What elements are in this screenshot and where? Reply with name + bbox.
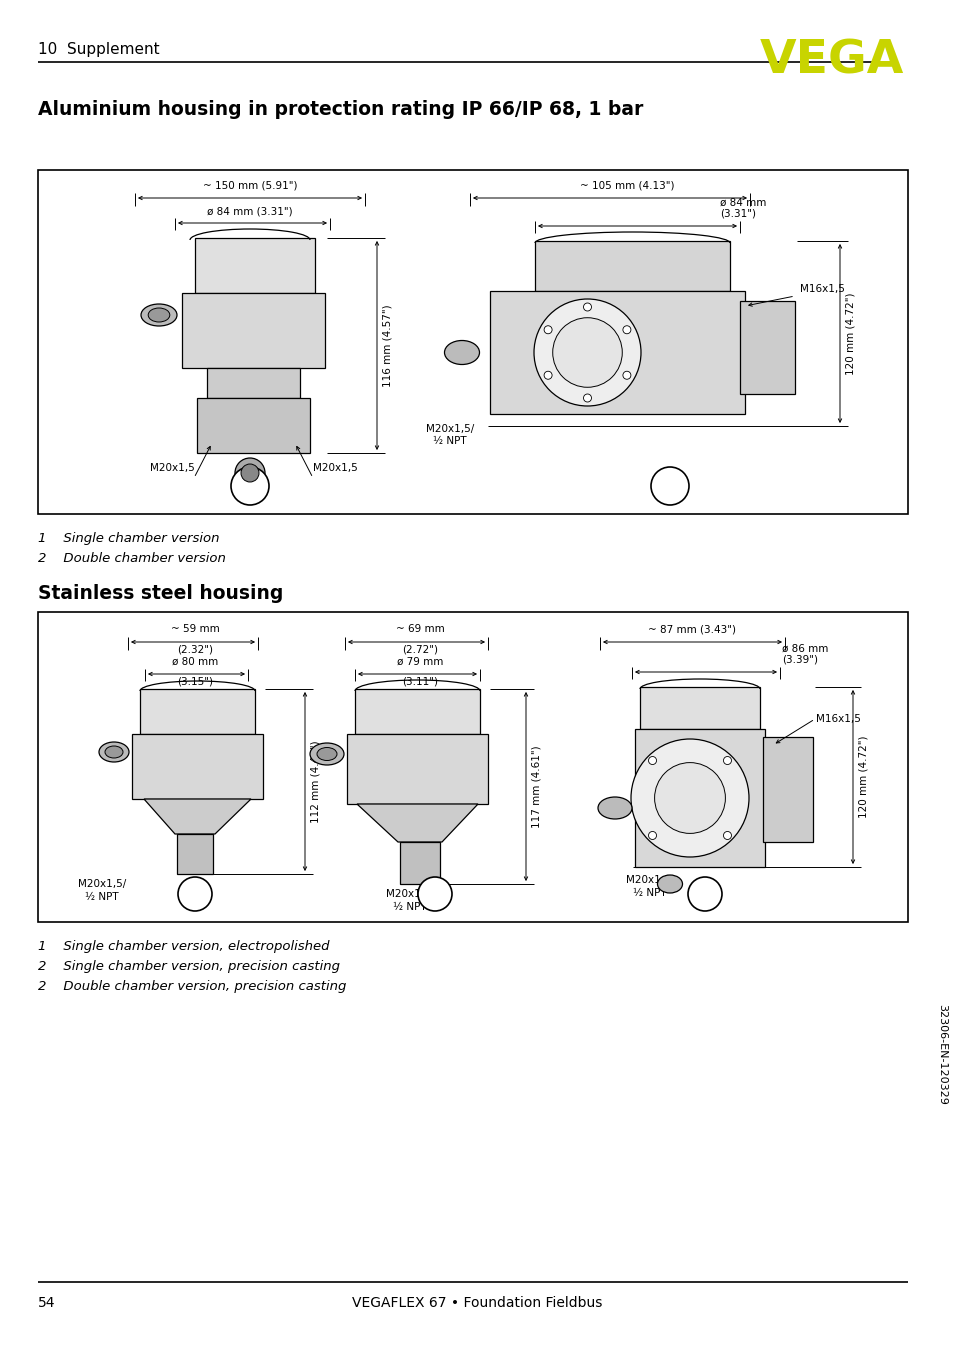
Text: 2    Double chamber version: 2 Double chamber version bbox=[38, 552, 226, 565]
Text: 3: 3 bbox=[699, 887, 710, 902]
Ellipse shape bbox=[141, 305, 177, 326]
Text: Aluminium housing in protection rating IP 66/IP 68, 1 bar: Aluminium housing in protection rating I… bbox=[38, 100, 642, 119]
Text: 32306-EN-120329: 32306-EN-120329 bbox=[936, 1003, 946, 1105]
Bar bbox=[355, 689, 479, 734]
Text: 120 mm (4.72"): 120 mm (4.72") bbox=[845, 292, 855, 375]
Ellipse shape bbox=[99, 742, 129, 762]
Circle shape bbox=[648, 831, 656, 839]
Bar bbox=[177, 834, 213, 873]
Text: 1: 1 bbox=[244, 477, 255, 496]
Text: ø 84 mm
(3.31"): ø 84 mm (3.31") bbox=[720, 198, 765, 219]
Text: M16x1,5: M16x1,5 bbox=[800, 284, 844, 294]
Circle shape bbox=[543, 371, 552, 379]
Circle shape bbox=[231, 467, 269, 505]
Text: 1    Single chamber version, electropolished: 1 Single chamber version, electropolishe… bbox=[38, 940, 329, 953]
Text: ½ NPT: ½ NPT bbox=[393, 902, 426, 913]
Circle shape bbox=[722, 831, 731, 839]
Bar bbox=[490, 291, 744, 414]
Text: ~ 59 mm: ~ 59 mm bbox=[171, 624, 219, 634]
Text: ½ NPT: ½ NPT bbox=[85, 892, 119, 902]
Circle shape bbox=[622, 326, 630, 333]
Ellipse shape bbox=[310, 743, 344, 765]
Bar bbox=[132, 734, 263, 799]
Text: VEGA: VEGA bbox=[760, 38, 903, 83]
Circle shape bbox=[722, 757, 731, 765]
Text: ~ 87 mm (3.43"): ~ 87 mm (3.43") bbox=[647, 624, 735, 634]
Ellipse shape bbox=[105, 746, 123, 758]
Circle shape bbox=[241, 464, 258, 482]
Bar bbox=[38, 612, 907, 922]
Circle shape bbox=[654, 762, 724, 834]
Bar bbox=[639, 686, 760, 728]
Bar bbox=[196, 398, 310, 454]
Circle shape bbox=[622, 371, 630, 379]
Circle shape bbox=[687, 877, 721, 911]
Bar bbox=[207, 368, 299, 398]
Text: 120 mm (4.72"): 120 mm (4.72") bbox=[858, 735, 868, 818]
Ellipse shape bbox=[598, 798, 631, 819]
Circle shape bbox=[630, 739, 748, 857]
Bar bbox=[740, 301, 794, 394]
Text: VEGAFLEX 67 • Foundation Fieldbus: VEGAFLEX 67 • Foundation Fieldbus bbox=[352, 1296, 601, 1311]
Text: ø 79 mm: ø 79 mm bbox=[396, 657, 443, 668]
Text: M16x1,5: M16x1,5 bbox=[815, 714, 860, 724]
Circle shape bbox=[417, 877, 452, 911]
Text: 2    Single chamber version, precision casting: 2 Single chamber version, precision cast… bbox=[38, 960, 339, 974]
Text: ½ NPT: ½ NPT bbox=[433, 436, 466, 445]
Text: ø 86 mm
(3.39"): ø 86 mm (3.39") bbox=[781, 643, 827, 665]
Circle shape bbox=[648, 757, 656, 765]
Bar bbox=[535, 241, 729, 291]
Ellipse shape bbox=[657, 875, 681, 894]
Ellipse shape bbox=[148, 307, 170, 322]
Circle shape bbox=[534, 299, 640, 406]
Text: (2.72"): (2.72") bbox=[401, 645, 437, 655]
Text: Stainless steel housing: Stainless steel housing bbox=[38, 584, 283, 603]
Ellipse shape bbox=[444, 340, 479, 364]
Text: (2.32"): (2.32") bbox=[177, 645, 213, 655]
Text: 1    Single chamber version: 1 Single chamber version bbox=[38, 532, 219, 546]
Text: M20x1,5/: M20x1,5/ bbox=[625, 875, 674, 886]
Bar bbox=[347, 734, 488, 804]
Text: 10  Supplement: 10 Supplement bbox=[38, 42, 159, 57]
Bar bbox=[140, 689, 254, 734]
Bar bbox=[38, 171, 907, 515]
Text: 112 mm (4.41"): 112 mm (4.41") bbox=[311, 741, 320, 823]
Text: 1: 1 bbox=[190, 887, 200, 902]
Text: M20x1,5: M20x1,5 bbox=[313, 463, 357, 473]
Text: ~ 150 mm (5.91"): ~ 150 mm (5.91") bbox=[203, 180, 297, 190]
Text: M20x1,5: M20x1,5 bbox=[150, 463, 194, 473]
Bar bbox=[635, 728, 764, 867]
Text: M20x1,5/: M20x1,5/ bbox=[385, 890, 434, 899]
Circle shape bbox=[552, 318, 621, 387]
Circle shape bbox=[234, 458, 265, 487]
Text: ~ 69 mm: ~ 69 mm bbox=[395, 624, 444, 634]
Circle shape bbox=[583, 303, 591, 311]
Polygon shape bbox=[356, 804, 477, 842]
Text: M20x1,5/: M20x1,5/ bbox=[425, 424, 474, 435]
Text: (3.15"): (3.15") bbox=[177, 677, 213, 686]
Text: 54: 54 bbox=[38, 1296, 55, 1311]
Text: 116 mm (4.57"): 116 mm (4.57") bbox=[382, 305, 393, 387]
Text: M20x1,5/: M20x1,5/ bbox=[78, 879, 126, 890]
Text: 2    Double chamber version, precision casting: 2 Double chamber version, precision cast… bbox=[38, 980, 346, 992]
Ellipse shape bbox=[316, 747, 336, 761]
Text: (3.11"): (3.11") bbox=[401, 677, 437, 686]
Circle shape bbox=[650, 467, 688, 505]
Text: ½ NPT: ½ NPT bbox=[633, 888, 666, 898]
Bar bbox=[762, 737, 812, 842]
Polygon shape bbox=[144, 799, 251, 834]
Circle shape bbox=[178, 877, 212, 911]
Text: 117 mm (4.61"): 117 mm (4.61") bbox=[532, 745, 541, 827]
Text: 2: 2 bbox=[663, 477, 675, 496]
Text: ~ 105 mm (4.13"): ~ 105 mm (4.13") bbox=[579, 180, 674, 190]
Text: ø 80 mm: ø 80 mm bbox=[172, 657, 218, 668]
Bar bbox=[399, 842, 439, 884]
Text: 2: 2 bbox=[429, 887, 440, 902]
Text: ø 84 mm (3.31"): ø 84 mm (3.31") bbox=[207, 206, 293, 217]
Bar bbox=[182, 292, 325, 368]
Bar bbox=[194, 238, 314, 292]
Circle shape bbox=[583, 394, 591, 402]
Circle shape bbox=[543, 326, 552, 333]
